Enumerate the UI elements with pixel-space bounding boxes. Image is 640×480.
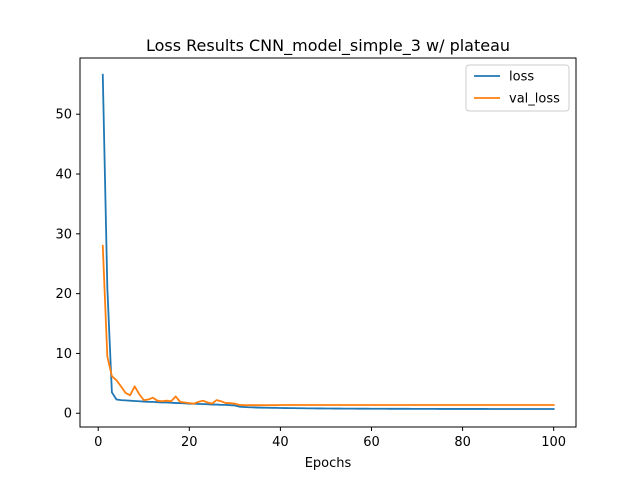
y-tick-label: 50 — [55, 108, 72, 123]
x-tick-label: 0 — [94, 435, 102, 450]
y-tick-label: 0 — [64, 407, 72, 422]
y-tick-label: 10 — [55, 347, 72, 362]
x-tick-label: 100 — [541, 435, 566, 450]
legend-label-loss: loss — [509, 70, 534, 85]
y-tick-label: 20 — [55, 287, 72, 302]
series-line-val-loss — [101, 244, 555, 407]
x-tick-label: 60 — [363, 435, 380, 450]
x-tick-label: 40 — [272, 435, 289, 450]
plot-lines — [101, 73, 555, 410]
x-tick-label: 20 — [181, 435, 198, 450]
x-tick-label: 80 — [454, 435, 471, 450]
legend: loss val_loss — [465, 64, 570, 112]
chart-title: Loss Results CNN_model_simple_3 w/ plate… — [146, 36, 510, 56]
legend-label-val-loss: val_loss — [509, 92, 560, 107]
series-line-loss — [101, 73, 555, 410]
x-axis-title: Epochs — [305, 456, 352, 471]
y-tick-label: 30 — [55, 227, 72, 242]
y-tick-label: 40 — [55, 168, 72, 183]
axes: 0 20 40 60 80 100 0 10 20 30 40 50 — [55, 57, 577, 450]
plot-frame — [79, 57, 577, 428]
